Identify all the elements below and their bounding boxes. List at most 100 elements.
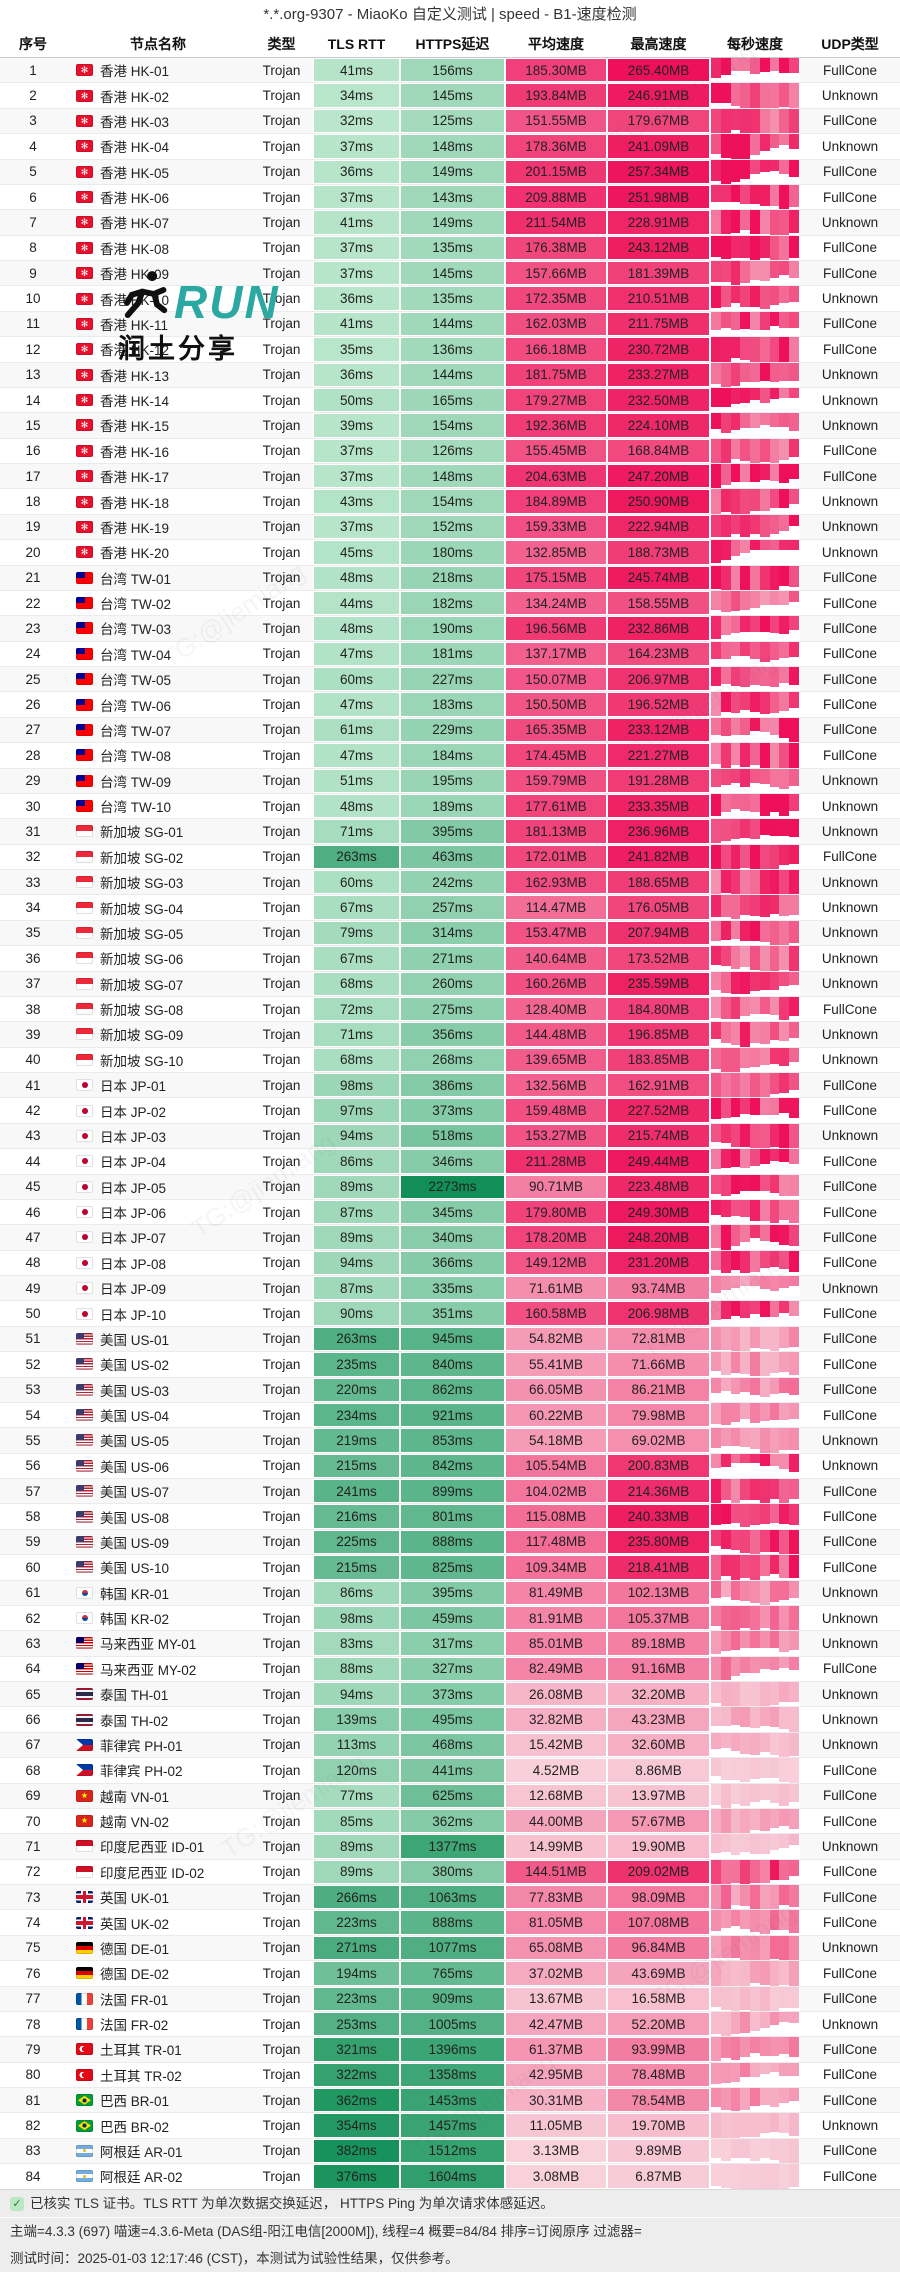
index-cell: 56 (25, 1458, 41, 1474)
table-row: 37 新加坡 SG-07 Trojan 68ms 260ms 160.26MB 235.59… (0, 971, 900, 997)
node-name: 日本 JP-10 (100, 1307, 167, 1323)
avg-speed-cell: 140.64MB (505, 946, 607, 971)
node-name: 新加坡 SG-10 (100, 1053, 184, 1069)
type-cell: Trojan (262, 240, 301, 256)
node-name-cell: 新加坡 SG-05 (66, 921, 250, 945)
max-speed-cell: 250.90MB (607, 489, 710, 514)
index-cell: 30 (25, 798, 41, 814)
node-name-cell: 土耳其 TR-02 (66, 2063, 250, 2087)
https-latency-cell: 1063ms (400, 1885, 505, 1910)
avg-speed-cell: 166.18MB (505, 337, 607, 362)
avg-speed-cell: 157.66MB (505, 261, 607, 286)
avg-speed-cell: 54.82MB (505, 1326, 607, 1352)
udp-type-cell: FullCone (822, 646, 878, 662)
node-name-cell: 香港 HK-19 (66, 515, 250, 539)
flag-icon-ar (76, 2170, 93, 2183)
table-row: 15 香港 HK-15 Trojan 39ms154ms192.36MB224.10M… (0, 413, 900, 439)
avg-speed-cell: 44.00MB (505, 1808, 607, 1834)
speed-bars-chart (710, 83, 800, 108)
tls-rtt-cell: 36ms (313, 159, 400, 184)
flag-icon-jp (76, 1079, 93, 1092)
https-latency-cell: 345ms (400, 1199, 505, 1225)
index-cell: 82 (25, 2118, 41, 2134)
tls-rtt-cell: 382ms (313, 2138, 400, 2164)
max-speed-cell: 224.10MB (607, 413, 710, 438)
index-cell: 52 (25, 1356, 41, 1372)
avg-speed-cell: 181.13MB (505, 819, 607, 844)
avg-speed-cell: 42.95MB (505, 2062, 607, 2087)
node-name-cell: 泰国 TH-01 (66, 1682, 250, 1706)
max-speed-cell: 191.28MB (607, 768, 710, 793)
udp-type-cell: Unknown (821, 138, 879, 154)
avg-speed-cell: 139.65MB (505, 1047, 607, 1072)
table-row: 9 香港 HK-09 Trojan 37ms145ms157.66MB181.39MB… (0, 261, 900, 287)
node-name: 日本 JP-05 (100, 1180, 167, 1196)
table-row: 12 香港 HK-12 Trojan 35ms136ms166.18MB230.72M… (0, 337, 900, 363)
avg-speed-cell: 32.82MB (505, 1707, 607, 1732)
node-name: 香港 HK-12 (100, 343, 170, 359)
max-speed-cell: 43.69MB (607, 1961, 710, 1986)
tls-rtt-cell: 86ms (313, 1580, 400, 1605)
max-speed-cell: 257.34MB (607, 159, 710, 184)
index-cell: 27 (25, 722, 41, 738)
index-cell: 18 (25, 494, 41, 510)
table-row: 38 新加坡 SG-08 Trojan 72ms 275ms 128.40MB 184.80… (0, 996, 900, 1023)
node-name: 香港 HK-11 (100, 317, 169, 333)
tls-rtt-cell: 89ms (313, 1225, 400, 1250)
type-cell: Trojan (262, 1864, 301, 1880)
node-name-cell: 韩国 KR-02 (66, 1606, 250, 1630)
avg-speed-cell: 160.58MB (505, 1301, 607, 1326)
udp-type-cell: Unknown (821, 1128, 879, 1144)
https-latency-cell: 842ms (400, 1453, 505, 1478)
https-latency-cell: 314ms (400, 920, 505, 946)
https-latency-cell: 468ms (400, 1732, 505, 1758)
tls-rtt-cell: 113ms (313, 1732, 400, 1758)
speed-bars-chart (710, 1834, 800, 1859)
tls-rtt-cell: 37ms (313, 514, 400, 540)
udp-type-cell: Unknown (821, 1610, 879, 1626)
flag-icon-hk (76, 444, 93, 457)
udp-type-cell: Unknown (821, 519, 879, 535)
type-cell: Trojan (262, 1686, 301, 1702)
tls-rtt-cell: 68ms (313, 971, 400, 996)
node-name-cell: 香港 HK-18 (66, 489, 250, 513)
max-speed-cell: 107.08MB (607, 1910, 710, 1935)
table-row: 53 美国 US-03 Trojan 220ms 862ms 66.05MB 86.21MB… (0, 1377, 900, 1403)
max-speed-cell: 248.20MB (607, 1225, 710, 1250)
udp-type-cell: Unknown (821, 1585, 879, 1601)
max-speed-cell: 72.81MB (607, 1326, 710, 1352)
index-cell: 13 (25, 367, 41, 383)
https-latency-cell: 260ms (400, 971, 505, 996)
max-speed-cell: 196.52MB (607, 692, 710, 717)
udp-type-cell: FullCone (822, 2041, 878, 2057)
avg-speed-cell: 90.71MB (505, 1174, 607, 1199)
speed-bars-chart (710, 286, 800, 311)
avg-speed-cell: 11.05MB (505, 2113, 607, 2138)
flag-icon-sg (76, 850, 93, 863)
https-latency-cell: 227ms (400, 667, 505, 692)
tls-rtt-cell: 219ms (313, 1428, 400, 1453)
max-speed-cell: 231.20MB (607, 1250, 710, 1275)
udp-type-cell: Unknown (821, 773, 879, 789)
index-cell: 49 (25, 1280, 41, 1296)
tls-rtt-cell: 216ms (313, 1504, 400, 1529)
avg-speed-cell: 77.83MB (505, 1885, 607, 1910)
index-cell: 81 (25, 2092, 41, 2108)
udp-type-cell: FullCone (822, 1103, 878, 1119)
max-speed-cell: 71.66MB (607, 1352, 710, 1377)
flag-icon-tw (76, 673, 93, 686)
speed-bars-chart (710, 1961, 800, 1986)
table-row: 72 印度尼西亚 ID-02 Trojan 89ms 380ms 144.51MB 209.… (0, 1859, 900, 1885)
type-cell: Trojan (262, 798, 301, 814)
col-tls-rtt: TLS RTT (327, 35, 386, 52)
max-speed-cell: 86.21MB (607, 1377, 710, 1402)
node-name: 法国 FR-01 (100, 1992, 169, 2008)
tls-rtt-cell: 37ms (313, 134, 400, 159)
speed-bars-chart (710, 565, 800, 590)
https-latency-cell: 268ms (400, 1047, 505, 1072)
type-cell: Trojan (262, 1432, 301, 1448)
table-row: 44 日本 JP-04 Trojan 86ms 346ms 211.28MB 249.44M… (0, 1149, 900, 1175)
flag-icon-sg (76, 825, 93, 838)
col-udp-type: UDP类型 (821, 35, 879, 52)
https-latency-cell: 145ms (400, 83, 505, 108)
